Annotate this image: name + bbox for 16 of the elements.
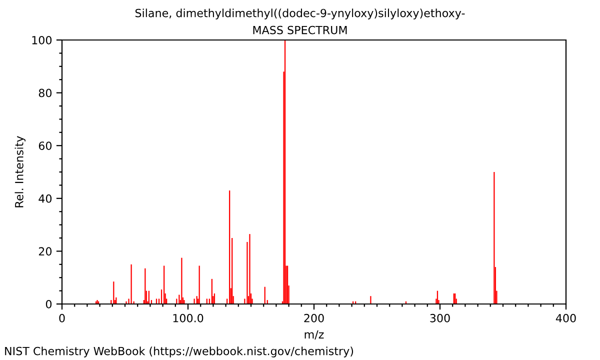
y-axis-title: Rel. Intensity: [14, 136, 26, 208]
y-tick-label: 20: [38, 247, 52, 256]
chart-title: Silane, dimethyldimethyl((dodec-9-ynyloxy)silyloxy)ethoxy-: [135, 8, 465, 20]
x-tick-label: 300: [430, 314, 450, 322]
x-tick-label: 400: [556, 314, 576, 322]
y-tick-label: 80: [38, 88, 52, 98]
y-tick-label: 100: [32, 36, 52, 44]
x-axis-title: m/z: [304, 330, 324, 340]
y-tick-label: 0: [46, 300, 52, 308]
x-tick-label: 200: [304, 314, 324, 322]
y-tick-label: 40: [38, 194, 52, 203]
x-tick-label: 0: [59, 314, 65, 322]
x-tick-label: 100.0: [173, 314, 204, 322]
y-tick-label: 60: [38, 142, 52, 150]
chart-subtitle: MASS SPECTRUM: [253, 26, 347, 34]
text: NIST Chemistry WebBook (https://webbook.nist.gov/chemistry): [5, 346, 354, 358]
